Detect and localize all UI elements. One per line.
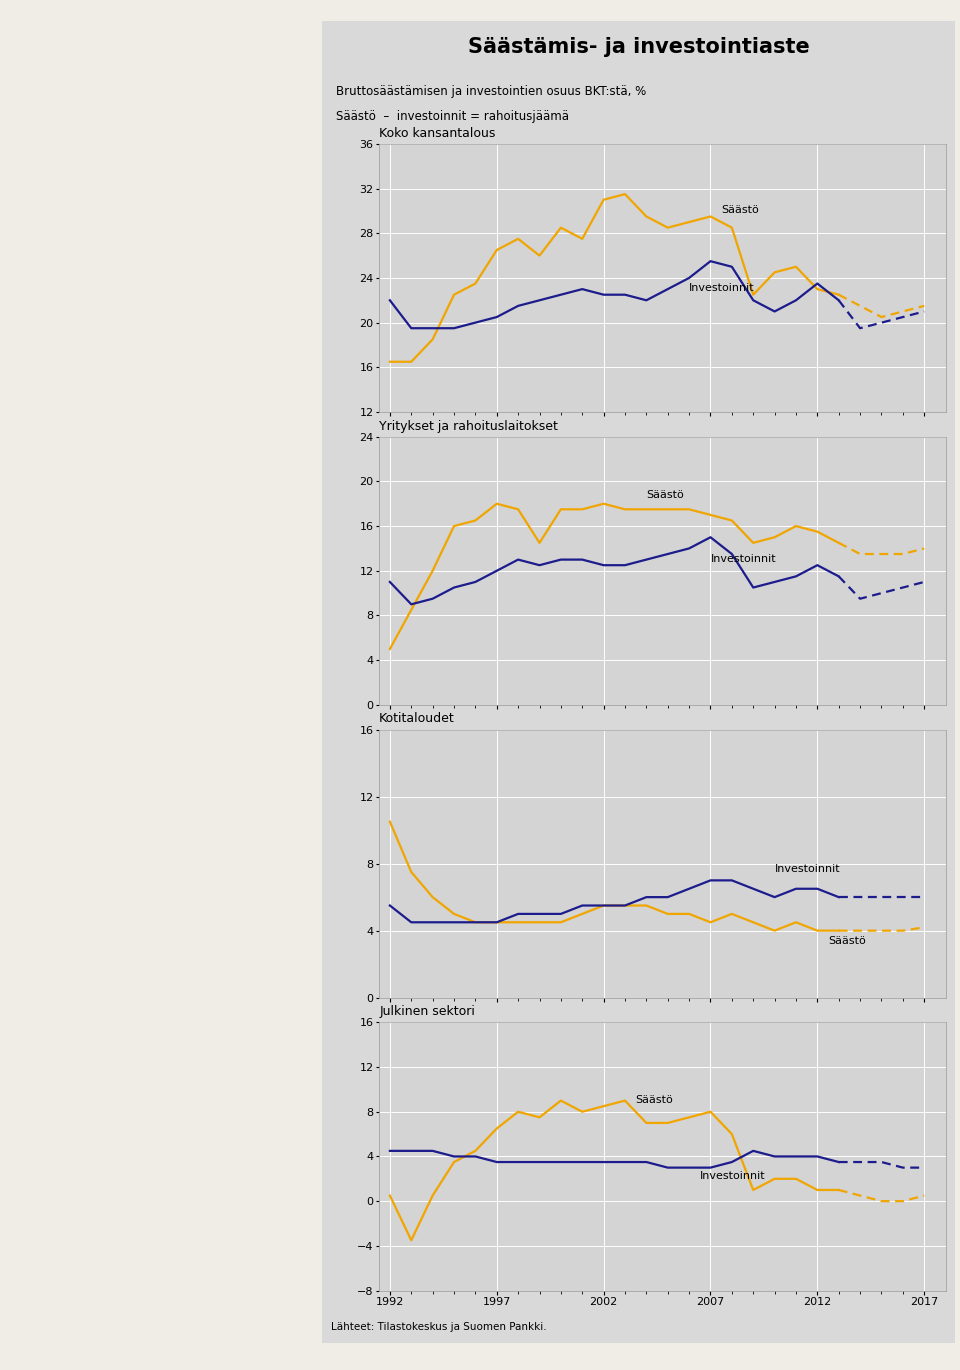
Text: Julkinen sektori: Julkinen sektori (379, 1006, 475, 1018)
Text: Säästämis- ja investointiaste: Säästämis- ja investointiaste (468, 37, 809, 58)
Text: Investoinnit: Investoinnit (700, 1171, 765, 1181)
Text: Säästö  –  investoinnit = rahoitusjäämä: Säästö – investoinnit = rahoitusjäämä (336, 110, 569, 122)
Text: Kotitaloudet: Kotitaloudet (379, 712, 455, 726)
Text: Bruttosäästämisen ja investointien osuus BKT:stä, %: Bruttosäästämisen ja investointien osuus… (336, 85, 646, 97)
Text: Koko kansantalous: Koko kansantalous (379, 127, 495, 140)
Text: Investoinnit: Investoinnit (775, 864, 840, 874)
Text: Säästö: Säästö (721, 206, 759, 215)
Text: Lähteet: Tilastokeskus ja Suomen Pankki.: Lähteet: Tilastokeskus ja Suomen Pankki. (331, 1322, 547, 1332)
Text: Säästö: Säästö (828, 936, 866, 947)
Text: Investoinnit: Investoinnit (689, 284, 755, 293)
Text: Yritykset ja rahoituslaitokset: Yritykset ja rahoituslaitokset (379, 419, 558, 433)
Text: Investoinnit: Investoinnit (710, 553, 776, 564)
Text: Säästö: Säästö (646, 490, 684, 500)
Text: Säästö: Säästö (636, 1095, 673, 1104)
